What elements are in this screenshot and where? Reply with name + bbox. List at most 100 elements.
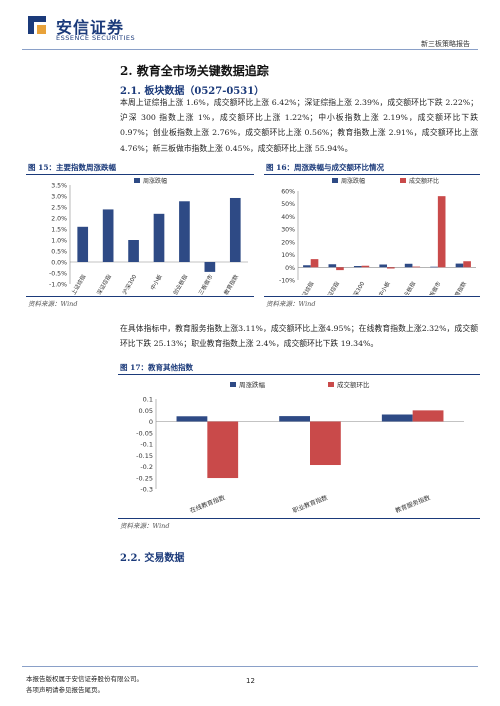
- bar: [430, 266, 438, 268]
- bar: [361, 265, 370, 268]
- x-category-label: 上证综指: [69, 273, 87, 295]
- x-category-label: 教育指数: [222, 273, 240, 295]
- figure-15-source: 资料来源：Wind: [28, 300, 78, 308]
- y-tick-label: 0.05: [139, 407, 153, 415]
- bar: [412, 410, 444, 422]
- bar: [437, 196, 446, 268]
- y-tick-label: 40%: [281, 214, 295, 221]
- x-category-label: 职业教育指数: [291, 493, 329, 515]
- bar: [353, 266, 362, 268]
- y-tick-label: 50%: [281, 201, 295, 208]
- report-type-label: 新三板策略报告: [421, 40, 470, 48]
- legend-swatch: [400, 178, 406, 183]
- y-tick-label: 60%: [281, 189, 295, 196]
- bar: [455, 263, 464, 268]
- company-logo: [26, 14, 48, 36]
- legend-swatch: [332, 178, 338, 183]
- bar: [77, 226, 89, 262]
- footer-disclaimer: 各项声明请参见报告尾页。: [26, 686, 104, 694]
- y-tick-label: -0.1: [140, 441, 153, 449]
- bar: [279, 416, 310, 422]
- legend-swatch: [230, 382, 236, 387]
- figure-17-rule: [118, 374, 480, 375]
- x-category-label: 深证综指: [323, 280, 341, 295]
- x-category-label: 在线教育指数: [189, 493, 227, 515]
- figure-17-source: 资料来源：Wind: [120, 522, 170, 530]
- y-tick-label: -10%: [279, 278, 295, 285]
- bar: [387, 267, 395, 269]
- x-category-label: 沪深300: [120, 273, 138, 295]
- y-tick-label: 3.0%: [51, 194, 67, 201]
- bar: [176, 416, 208, 422]
- legend-label: 周涨跌幅: [143, 177, 167, 185]
- bar: [463, 261, 471, 268]
- footer-copyright: 本报告版权属于安信证券股份有限公司。: [26, 675, 143, 683]
- bar: [310, 259, 319, 268]
- x-category-label: 创业板指: [399, 280, 417, 295]
- y-tick-label: 1.0%: [51, 238, 67, 245]
- figure-16-rule: [264, 174, 480, 175]
- y-tick-label: 0.5%: [51, 249, 67, 256]
- subsection-title: 2.1. 板块数据（0527-0531）: [120, 86, 265, 97]
- bar: [412, 266, 421, 268]
- y-tick-label: 2.5%: [51, 205, 67, 212]
- bar: [336, 267, 344, 271]
- legend-swatch: [134, 178, 140, 183]
- y-tick-label: -0.25: [136, 474, 153, 482]
- figure-17-chart: 0.1 0.05 0 -0.05 -0.1 -0.15 -0.2 -0.25 -0.3 周涨跌幅 成…: [136, 380, 464, 515]
- y-tick-label: 0%: [285, 265, 295, 272]
- y-tick-label: 3.5%: [51, 183, 67, 190]
- x-category-label: 中小板: [376, 280, 392, 295]
- y-tick-label: -0.15: [136, 452, 153, 460]
- bar: [303, 265, 311, 268]
- x-category-label: 三板做市: [424, 280, 442, 295]
- y-tick-label: 20%: [281, 239, 295, 246]
- legend-label: 周涨跌幅: [239, 380, 266, 389]
- bar: [128, 240, 139, 262]
- figure-17-title: 图 17：教育其他指数: [120, 363, 194, 372]
- bar: [207, 421, 239, 479]
- figure-15-title: 图 15：主要指数周涨跌幅: [28, 163, 117, 172]
- legend-label: 周涨跌幅: [341, 177, 365, 185]
- y-tick-label: -0.3: [140, 486, 153, 494]
- bar: [310, 421, 341, 466]
- section-title: 2. 教育全市场关键数据追踪: [120, 64, 269, 78]
- legend-swatch: [328, 382, 334, 387]
- bar: [153, 213, 165, 262]
- figure-16-title: 图 16：周涨跌幅与成交额环比情况: [266, 163, 385, 172]
- figure-16-bottom-rule: [264, 296, 480, 297]
- bar: [179, 201, 190, 262]
- y-tick-label: 0.1: [143, 396, 153, 404]
- y-tick-label: 2.0%: [51, 216, 67, 223]
- y-tick-label: 30%: [281, 227, 295, 234]
- logo-english-name: ESSENCE SECURITIES: [56, 34, 136, 42]
- footer-divider: [22, 666, 478, 667]
- y-tick-label: -0.5%: [49, 271, 67, 278]
- bar: [102, 209, 114, 262]
- header-divider: [22, 49, 478, 50]
- bar: [404, 263, 413, 268]
- bar: [328, 264, 337, 268]
- figure-16-source: 资料来源：Wind: [266, 300, 316, 308]
- y-tick-label: 10%: [281, 252, 295, 259]
- bar: [204, 262, 216, 272]
- y-tick-label: -1.0%: [49, 282, 67, 289]
- page-number: 12: [246, 677, 255, 685]
- figure-15-rule: [26, 174, 254, 175]
- legend-label: 成交额环比: [337, 380, 370, 389]
- x-category-label: 沪深300: [348, 280, 366, 295]
- legend-label: 成交额环比: [409, 177, 439, 185]
- x-category-label: 创业板指: [171, 273, 189, 295]
- x-category-label: 教育服务指数: [394, 493, 432, 515]
- x-category-label: 教育指数: [450, 280, 468, 295]
- x-category-label: 深证综指: [95, 273, 113, 295]
- y-tick-label: 0: [149, 418, 153, 426]
- x-category-label: 三板做市: [196, 273, 214, 295]
- bar: [381, 414, 413, 422]
- y-tick-label: -0.2: [140, 463, 153, 471]
- bar: [379, 264, 387, 268]
- subsection-title-trading: 2.2. 交易数据: [120, 553, 185, 564]
- figure-15-chart: 3.5% 3.0% 2.5% 2.0% 1.5% 1.0% 0.5% 0.0% -0.5% -1.…: [49, 177, 248, 295]
- bar: [229, 197, 241, 262]
